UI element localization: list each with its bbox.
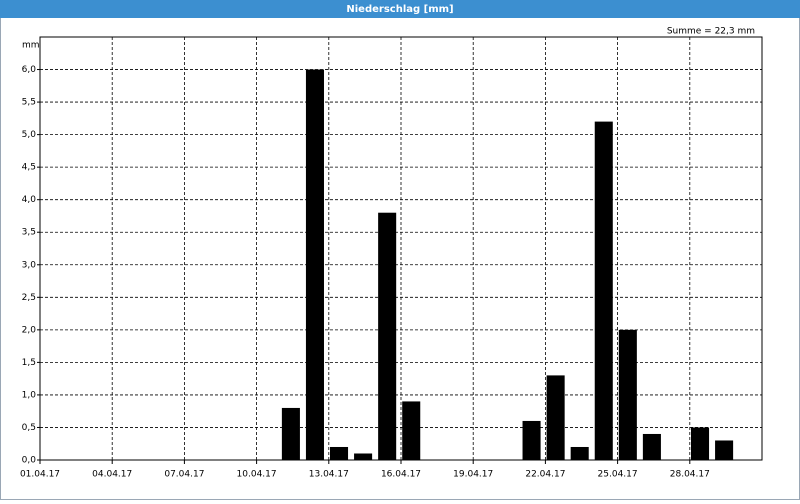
bar (522, 420, 541, 460)
x-tick-label: 10.04.17 (237, 470, 277, 480)
y-tick-label: 2,0 (22, 325, 37, 335)
bar (281, 407, 300, 460)
bar (546, 375, 565, 460)
bar (570, 446, 589, 460)
bar (618, 329, 637, 460)
x-tick-label: 04.04.17 (92, 470, 132, 480)
title-bar (0, 0, 800, 18)
x-tick-label: 16.04.17 (381, 470, 421, 480)
x-tick-label: 13.04.17 (309, 470, 349, 480)
x-tick-label: 25.04.17 (598, 470, 638, 480)
y-tick-label: 0,0 (22, 456, 37, 466)
bar (715, 440, 734, 460)
bar (378, 212, 397, 460)
x-tick-label: 22.04.17 (525, 470, 565, 480)
y-tick-label: 5,0 (22, 130, 37, 140)
x-tick-label: 28.04.17 (670, 470, 710, 480)
y-tick-label: 3,0 (22, 260, 37, 270)
y-tick-label: 6,0 (22, 65, 37, 75)
y-tick-label: 0,5 (22, 423, 36, 433)
x-tick-label: 07.04.17 (164, 470, 204, 480)
bar (594, 121, 613, 460)
y-tick-label: 4,5 (22, 163, 36, 173)
y-tick-label: 2,5 (22, 293, 36, 303)
y-tick-label: 1,5 (22, 358, 36, 368)
bar (305, 69, 324, 461)
bar (642, 433, 661, 460)
x-tick-label: 19.04.17 (453, 470, 493, 480)
y-unit: mm (22, 41, 40, 51)
y-tick-label: 4,0 (22, 195, 37, 205)
y-tick-label: 3,5 (22, 228, 36, 238)
annotation: Summe = 22,3 mm (667, 27, 755, 37)
bar (330, 446, 349, 460)
bar (691, 427, 710, 460)
bar (402, 401, 421, 460)
y-tick-label: 1,0 (22, 390, 37, 400)
bar (354, 453, 373, 460)
y-tick-label: 5,5 (22, 98, 36, 108)
window-title: Niederschlag [mm] (346, 4, 453, 15)
x-tick-label: 01.04.17 (20, 470, 60, 480)
